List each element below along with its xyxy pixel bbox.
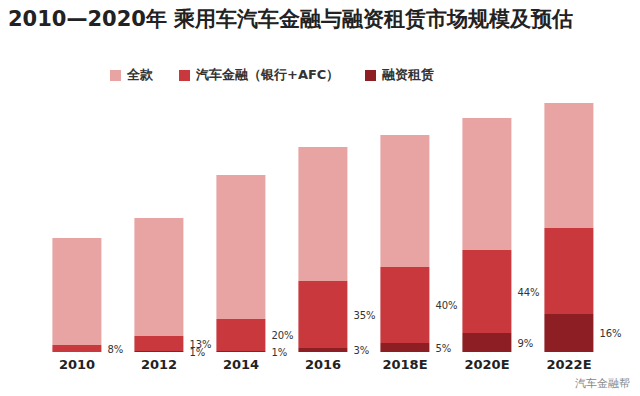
- svg-text:40%: 40%: [435, 300, 457, 311]
- svg-text:2020E: 2020E: [464, 357, 509, 372]
- svg-text:2018E: 2018E: [382, 357, 427, 372]
- svg-text:9%: 9%: [517, 338, 533, 349]
- html-text:汽车金融帮: 汽车金融帮: [575, 377, 630, 390]
- svg-text:3%: 3%: [353, 345, 369, 356]
- svg-text:44%: 44%: [517, 287, 539, 298]
- html-text:全款: 全款: [127, 67, 153, 82]
- svg-text:1%: 1%: [271, 347, 287, 358]
- html-text:汽车金融（银行+AFC）: 汽车金融（银行+AFC）: [196, 67, 340, 82]
- html-text:融资租赁: 融资租赁: [382, 67, 435, 82]
- svg-text:16%: 16%: [599, 328, 621, 339]
- svg-text:8%: 8%: [107, 344, 123, 355]
- svg-text:2010: 2010: [59, 357, 95, 372]
- svg-text:13%: 13%: [189, 339, 211, 350]
- svg-text:2016: 2016: [305, 357, 341, 372]
- html-text:2010—2020年 乘用车汽车金融与融资租赁市场规模及预估: 2010—2020年 乘用车汽车金融与融资租赁市场规模及预估: [8, 7, 574, 31]
- svg-text:35%: 35%: [353, 310, 375, 321]
- svg-text:20%: 20%: [271, 330, 293, 341]
- svg-text:2014: 2014: [223, 357, 259, 372]
- svg-text:2022E: 2022E: [546, 357, 591, 372]
- svg-text:5%: 5%: [435, 343, 451, 354]
- svg-text:2012: 2012: [141, 357, 177, 372]
- svg-text:1%: 1%: [189, 346, 206, 358]
